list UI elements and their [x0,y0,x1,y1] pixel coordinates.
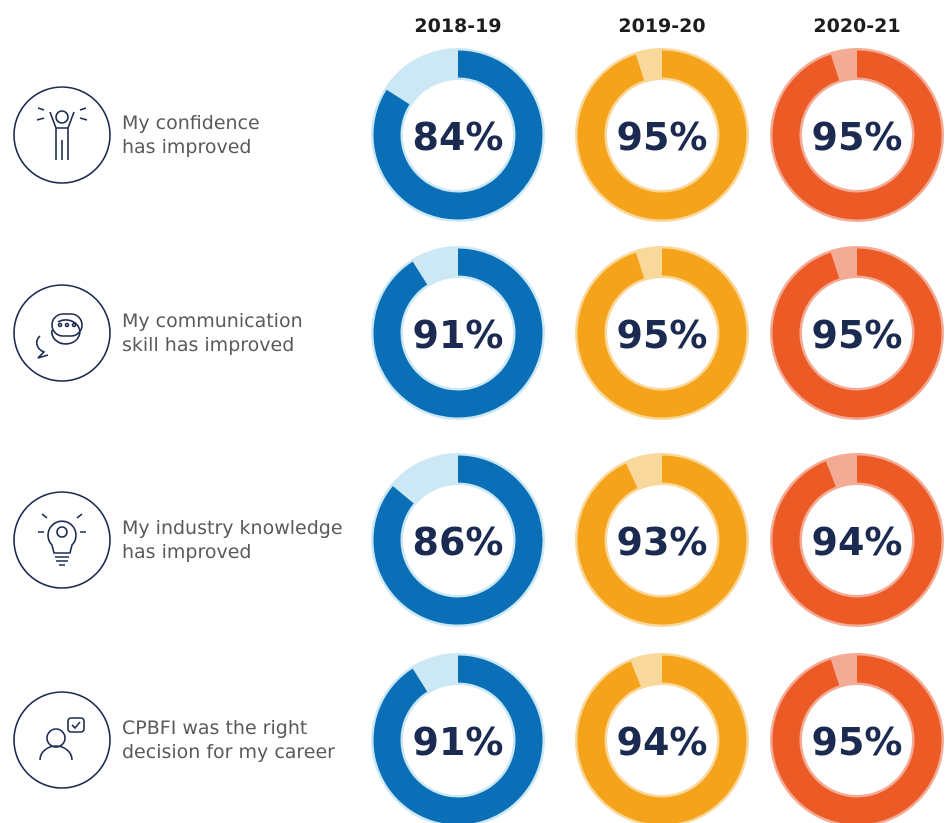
donut-arc [772,455,942,625]
donut-arc [772,655,942,823]
value-label: 95% [812,115,903,159]
donut-arc [577,248,747,418]
value-label: 93% [617,520,708,564]
value-label: 84% [413,115,504,159]
value-label: 86% [413,520,504,564]
donut-arc [373,455,543,625]
value-label: 91% [413,313,504,357]
row-label: My confidence has improved [122,112,260,158]
donut-arc [577,50,747,220]
donut-arc [772,50,942,220]
value-label: 95% [812,720,903,764]
row-label: My communication skill has improved [122,310,303,356]
row-label: CPBFI was the right decision for my care… [122,717,335,763]
donut-arc [373,248,543,418]
value-label: 95% [617,115,708,159]
icon-career [13,691,111,789]
value-label: 94% [617,720,708,764]
value-label: 95% [812,313,903,357]
donut-arc [772,248,942,418]
icon-confidence [13,86,111,184]
column-header: 2019-20 [618,15,705,37]
column-header: 2020-21 [813,15,900,37]
value-label: 94% [812,520,903,564]
icon-communication [13,284,111,382]
donut-arc [577,455,747,625]
icon-knowledge [13,491,111,589]
value-label: 91% [413,720,504,764]
column-header: 2018-19 [414,15,501,37]
row-label: My industry knowledge has improved [122,517,343,563]
donut-arc [577,655,747,823]
donut-arc [373,655,543,823]
value-label: 95% [617,313,708,357]
donut-arc [373,50,543,220]
